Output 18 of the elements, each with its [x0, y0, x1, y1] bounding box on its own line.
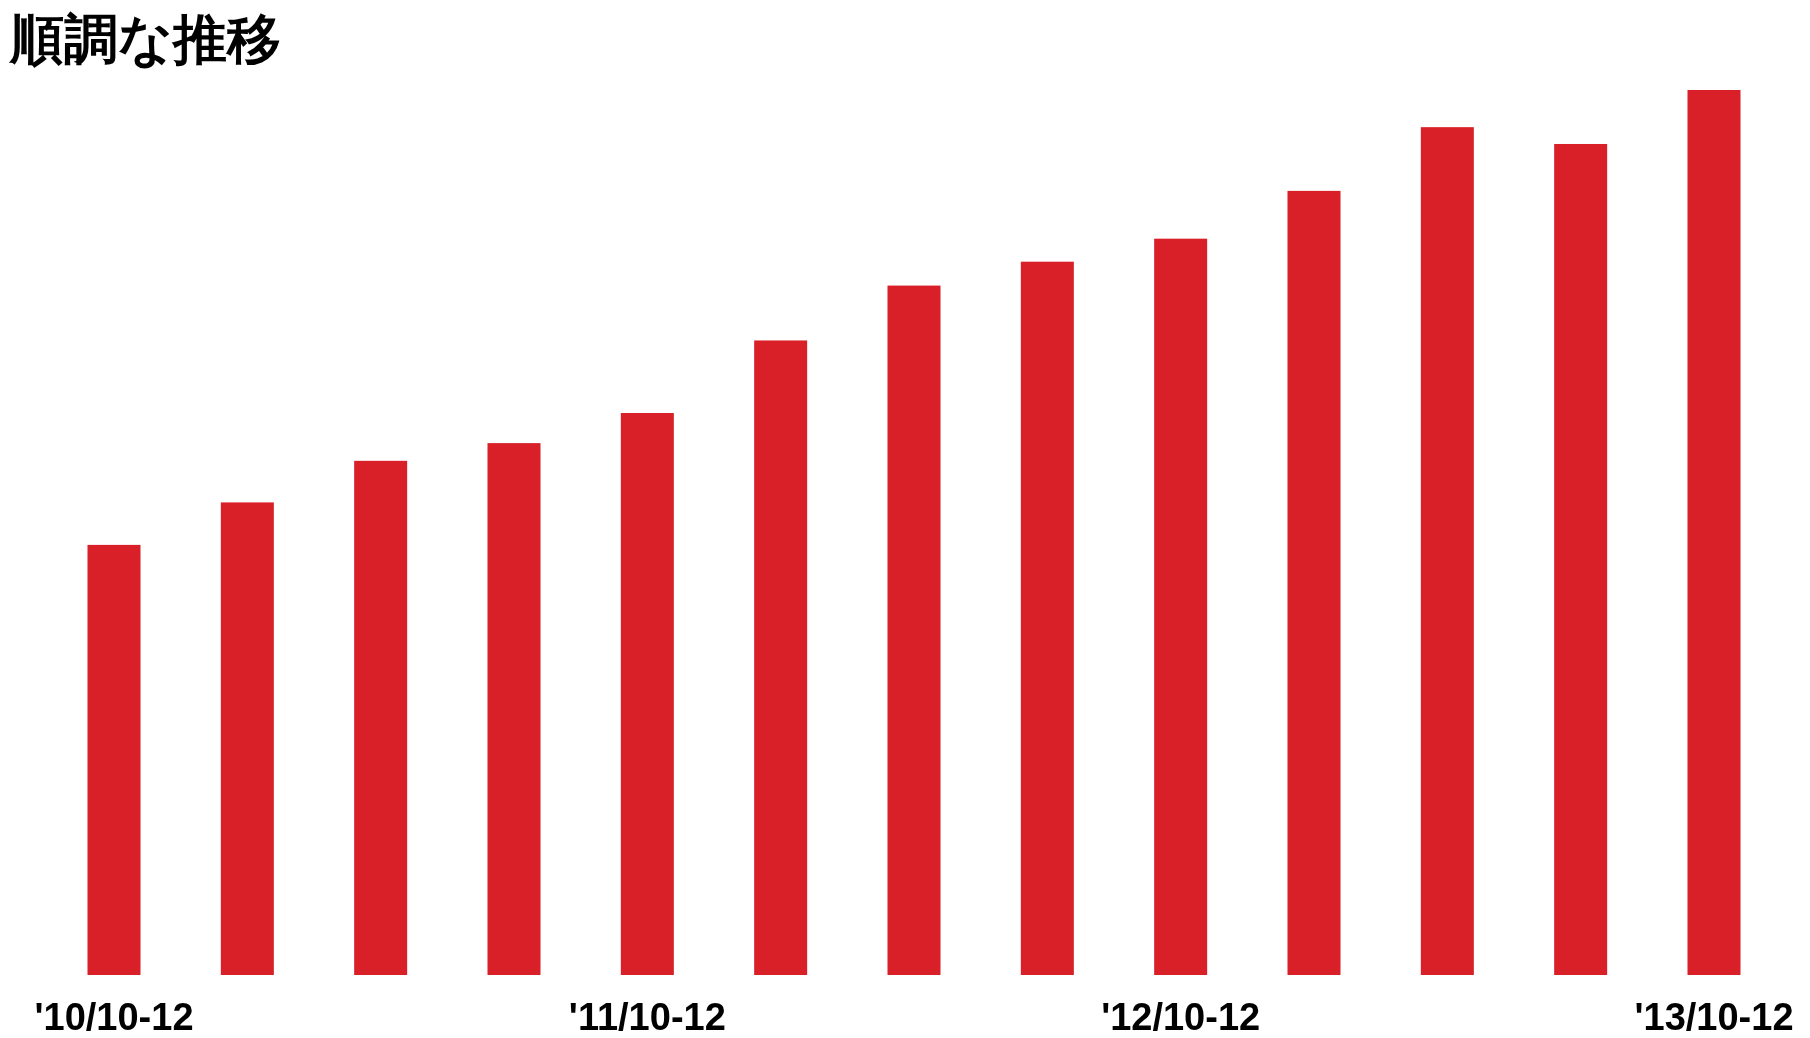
- bar: [620, 413, 674, 975]
- bar: [87, 544, 141, 975]
- x-tick-label: '13/10-12: [1634, 996, 1794, 1038]
- bar: [220, 502, 274, 975]
- bar: [754, 340, 808, 975]
- bar: [1554, 143, 1608, 975]
- x-tick-label: '10/10-12: [34, 996, 194, 1038]
- bar: [1020, 261, 1074, 975]
- bar: [1154, 238, 1208, 975]
- bar: [887, 285, 941, 975]
- chart-title: 順調な推移: [8, 8, 281, 71]
- bar: [1687, 90, 1741, 975]
- x-tick-label: '11/10-12: [568, 996, 726, 1038]
- bar: [487, 443, 541, 975]
- bar: [1287, 190, 1341, 975]
- x-tick-label: '12/10-12: [1101, 996, 1261, 1038]
- bar: [354, 460, 408, 975]
- bar: [1420, 127, 1474, 975]
